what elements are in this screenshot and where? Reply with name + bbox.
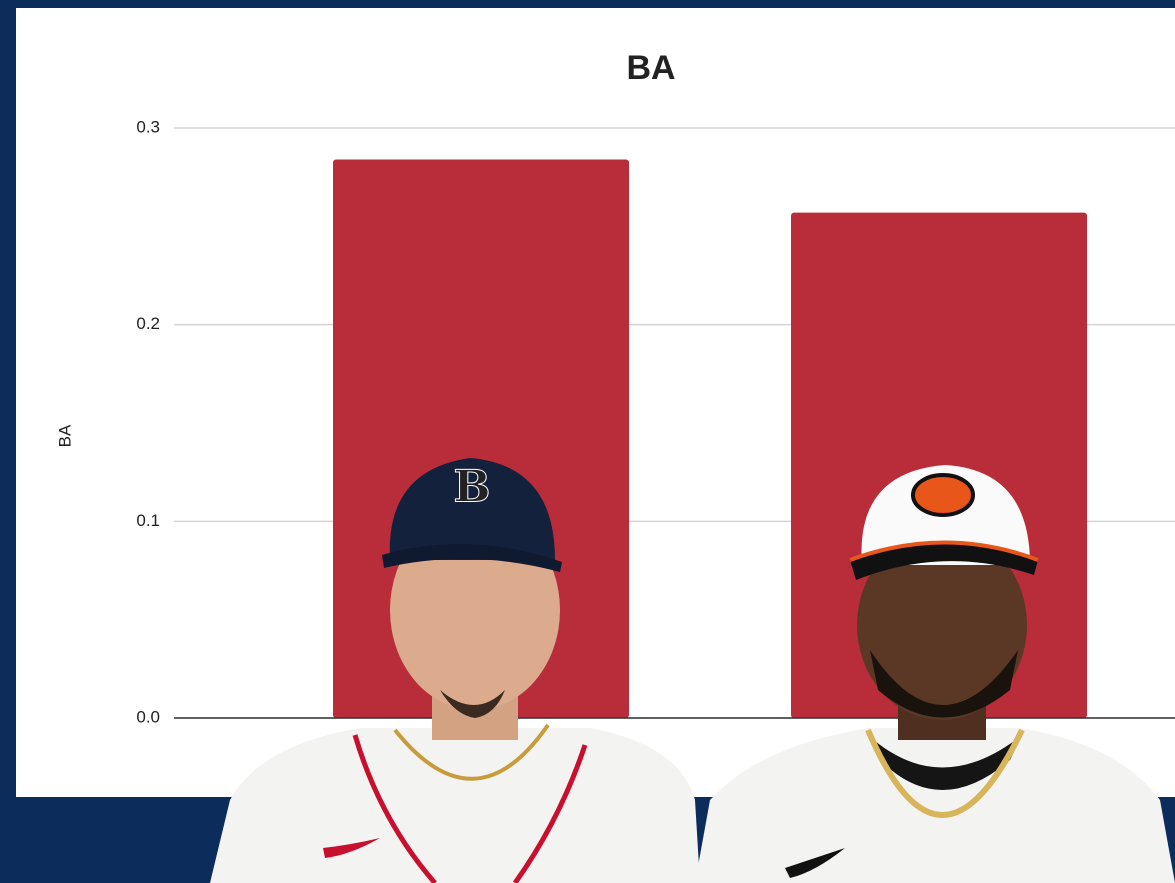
y-axis-label: BA [55,424,74,447]
svg-text:B: B [453,462,490,513]
y-tick-label: 0.2 [136,314,160,333]
y-tick-label: 0.1 [136,511,160,530]
y-tick-label: 0.3 [136,117,160,136]
y-tick-label: 0.0 [136,707,160,726]
player-photo: B [210,458,700,883]
player-photo [695,465,1175,883]
chart-title: BA [626,49,675,87]
